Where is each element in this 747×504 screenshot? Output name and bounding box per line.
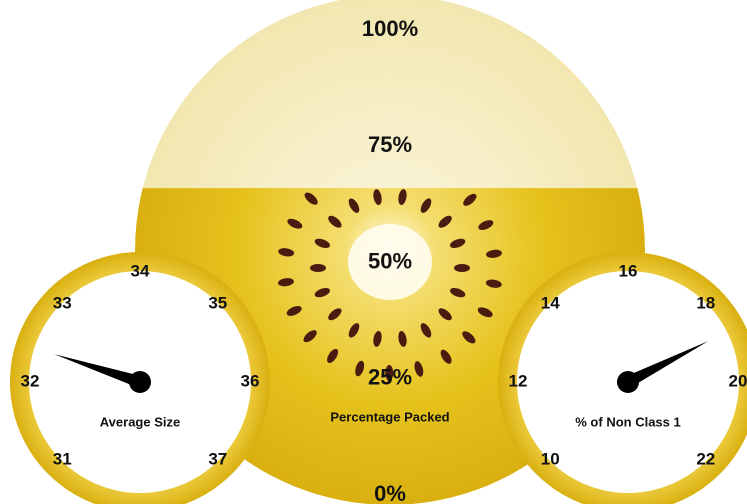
seed bbox=[373, 330, 382, 347]
seed bbox=[348, 323, 360, 338]
seed bbox=[348, 198, 360, 213]
kiwi-core bbox=[348, 224, 432, 300]
percent-tick-label: 50% bbox=[368, 248, 412, 273]
gauge-tick-label: 37 bbox=[208, 449, 227, 468]
gauge-tick-label: 32 bbox=[21, 371, 40, 390]
gauge-tick-label: 10 bbox=[541, 449, 560, 468]
seed bbox=[463, 193, 477, 206]
gauge-needle bbox=[54, 354, 142, 388]
seed bbox=[486, 249, 502, 258]
seed bbox=[328, 215, 342, 228]
seed bbox=[355, 360, 365, 377]
seed bbox=[314, 287, 330, 298]
seed bbox=[440, 349, 452, 364]
gauge-tick-label: 36 bbox=[241, 371, 260, 390]
gauge-tick-label: 33 bbox=[53, 294, 72, 313]
gauge-tick-label: 22 bbox=[696, 449, 715, 468]
gauge-tick-label: 14 bbox=[541, 294, 560, 313]
seed bbox=[398, 189, 407, 206]
seed bbox=[278, 278, 294, 287]
seed bbox=[303, 330, 317, 343]
gauge-tick-label: 20 bbox=[729, 371, 747, 390]
seed bbox=[327, 348, 339, 363]
gauge-tick-label: 16 bbox=[619, 261, 638, 280]
seed bbox=[398, 330, 407, 347]
seed bbox=[414, 361, 424, 377]
percent-tick-label: 25% bbox=[368, 365, 412, 390]
gauge-tick-label: 35 bbox=[208, 294, 227, 313]
percent-tick-label: 100% bbox=[362, 16, 418, 41]
seed bbox=[438, 215, 452, 228]
gauge-tick-label: 34 bbox=[131, 261, 150, 280]
gauge-tick-label: 12 bbox=[509, 371, 528, 390]
seed bbox=[420, 198, 432, 213]
seed bbox=[454, 264, 470, 272]
seed bbox=[278, 248, 295, 257]
seed bbox=[450, 287, 466, 298]
gauge: 31 32 33 34 35 36 37 Average Size bbox=[10, 252, 270, 504]
seed bbox=[304, 192, 318, 205]
seed bbox=[287, 218, 303, 229]
seed bbox=[385, 364, 394, 381]
seed bbox=[373, 189, 382, 206]
seed bbox=[314, 238, 330, 249]
gauge-title: Average Size bbox=[100, 414, 180, 429]
seed bbox=[438, 308, 452, 321]
fill-title: Percentage Packed bbox=[330, 409, 449, 424]
percent-tick-label: 75% bbox=[368, 132, 412, 157]
gauge-hub bbox=[129, 371, 151, 393]
gauge: 10 12 14 16 18 20 22 % of Non Class 1 bbox=[498, 252, 747, 504]
seed bbox=[477, 307, 493, 318]
seed bbox=[286, 306, 302, 316]
seed bbox=[420, 323, 432, 338]
seed bbox=[450, 238, 466, 249]
gauge-hub bbox=[617, 371, 639, 393]
seed bbox=[310, 264, 326, 272]
gauge-tick-label: 18 bbox=[696, 294, 715, 313]
layer: 0% 25% 50% 75% 100% Percentage Packed 31 32 33 34… bbox=[10, 16, 747, 504]
gauge-tick-label: 31 bbox=[53, 449, 72, 468]
seed bbox=[462, 331, 476, 344]
gauge-title: % of Non Class 1 bbox=[575, 414, 680, 429]
gauge-needle bbox=[625, 341, 709, 388]
seeds bbox=[278, 189, 502, 381]
seed bbox=[485, 279, 502, 288]
seed bbox=[328, 308, 342, 321]
seed bbox=[478, 220, 494, 230]
percent-tick-label: 0% bbox=[374, 481, 406, 504]
